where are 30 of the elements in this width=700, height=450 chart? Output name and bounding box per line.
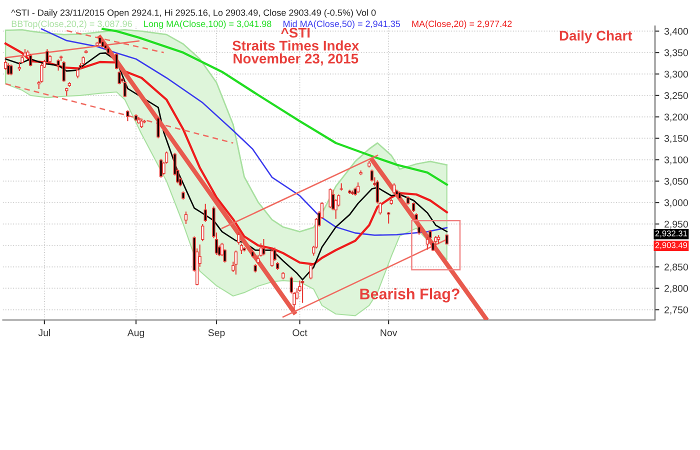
y-tick-label: 2,750 bbox=[664, 306, 688, 314]
annotation: ^STI bbox=[281, 28, 310, 38]
text: 2,932.31 bbox=[655, 230, 688, 238]
text: MA(Close,20) = 2,977.42 bbox=[412, 20, 512, 29]
y-tick-label: 3,000 bbox=[664, 199, 688, 208]
text: 2,903.49 bbox=[655, 242, 688, 250]
annotation: November 23, 2015 bbox=[234, 53, 358, 66]
text: Mid MA(Close,50) = 2,941.35 bbox=[284, 20, 400, 29]
series-label: BBTop(Close,20,2) = 3,087.96 bbox=[12, 20, 132, 29]
y-tick-label: 3,150 bbox=[664, 135, 688, 144]
y-tick-label: 3,350 bbox=[664, 49, 688, 58]
x-tick-label: Sep bbox=[208, 329, 225, 338]
y-tick-label: 2,800 bbox=[664, 285, 688, 294]
y-tick-label: 3,300 bbox=[664, 70, 688, 79]
y-tick-label: 3,050 bbox=[664, 178, 688, 186]
y-tick-label: 3,200 bbox=[664, 114, 688, 122]
y-tick-label: 3,400 bbox=[664, 28, 688, 36]
chart-title: ^STI - Daily 23/11/2015 Open 2924.1, Hi 2925.16, Lo 2903.49, Close 2903.49 (-0.5%) Vol 0 bbox=[11, 9, 376, 18]
x-tick-label: Aug bbox=[127, 329, 144, 338]
series-label: Long MA(Close,100) = 3,041.98 bbox=[144, 20, 272, 29]
x-tick-label: Nov bbox=[380, 329, 398, 336]
annotation: Straits Times Index bbox=[232, 40, 360, 51]
annotation: Bearish Flag? bbox=[360, 288, 460, 302]
y-tick-label: 3,250 bbox=[664, 92, 688, 100]
x-tick-label: Oct bbox=[292, 329, 308, 336]
y-tick-label: 3,100 bbox=[664, 156, 688, 164]
annotation: Daily Chart bbox=[560, 30, 632, 44]
y-tick-label: 2,950 bbox=[664, 220, 688, 229]
x-tick-label: Jul bbox=[38, 329, 50, 336]
y-tick-label: 2,850 bbox=[664, 264, 688, 272]
